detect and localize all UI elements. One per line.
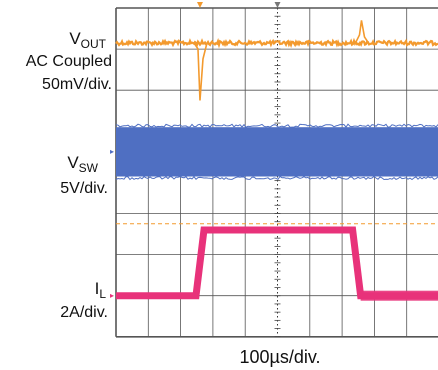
- ch-marker: ▸: [110, 147, 114, 156]
- vout-overshoot: [354, 20, 370, 44]
- vsw-bottom-edge: [115, 175, 438, 181]
- chart-traces: ▸▸: [110, 2, 438, 301]
- il-label: IL: [95, 279, 107, 301]
- vout-label: VOUT: [69, 29, 106, 51]
- il-label-sub: L: [99, 287, 106, 301]
- vsw-label: VSW: [67, 153, 98, 175]
- vsw-top-edge: [115, 123, 438, 128]
- vsw-scale-label: 5V/div.: [60, 180, 108, 197]
- channel-il-labels: IL 2A/div.: [60, 279, 108, 321]
- il-scale-label: 2A/div.: [60, 304, 108, 321]
- vout-coupling-label: AC Coupled: [26, 53, 112, 70]
- il-label-main: I: [95, 279, 100, 298]
- vout-undershoot: [193, 42, 208, 101]
- vout-trace: [115, 37, 438, 49]
- vsw-band: [116, 127, 438, 177]
- il-noise-tail: [360, 290, 438, 301]
- channel-vsw-labels: VSW 5V/div.: [60, 153, 108, 197]
- trigger-marker: [196, 2, 203, 8]
- trigger-marker: [274, 2, 281, 8]
- vout-scale-label: 50mV/div.: [42, 76, 112, 93]
- vsw-label-main: V: [67, 153, 79, 172]
- vout-label-sub: OUT: [81, 37, 107, 51]
- vout-label-main: V: [69, 29, 81, 48]
- vsw-label-sub: SW: [79, 161, 99, 175]
- ch-marker: ▸: [110, 291, 114, 300]
- x-axis-label: 100µs/div.: [239, 347, 320, 367]
- channel-vout-labels: VOUT AC Coupled 50mV/div.: [26, 29, 112, 93]
